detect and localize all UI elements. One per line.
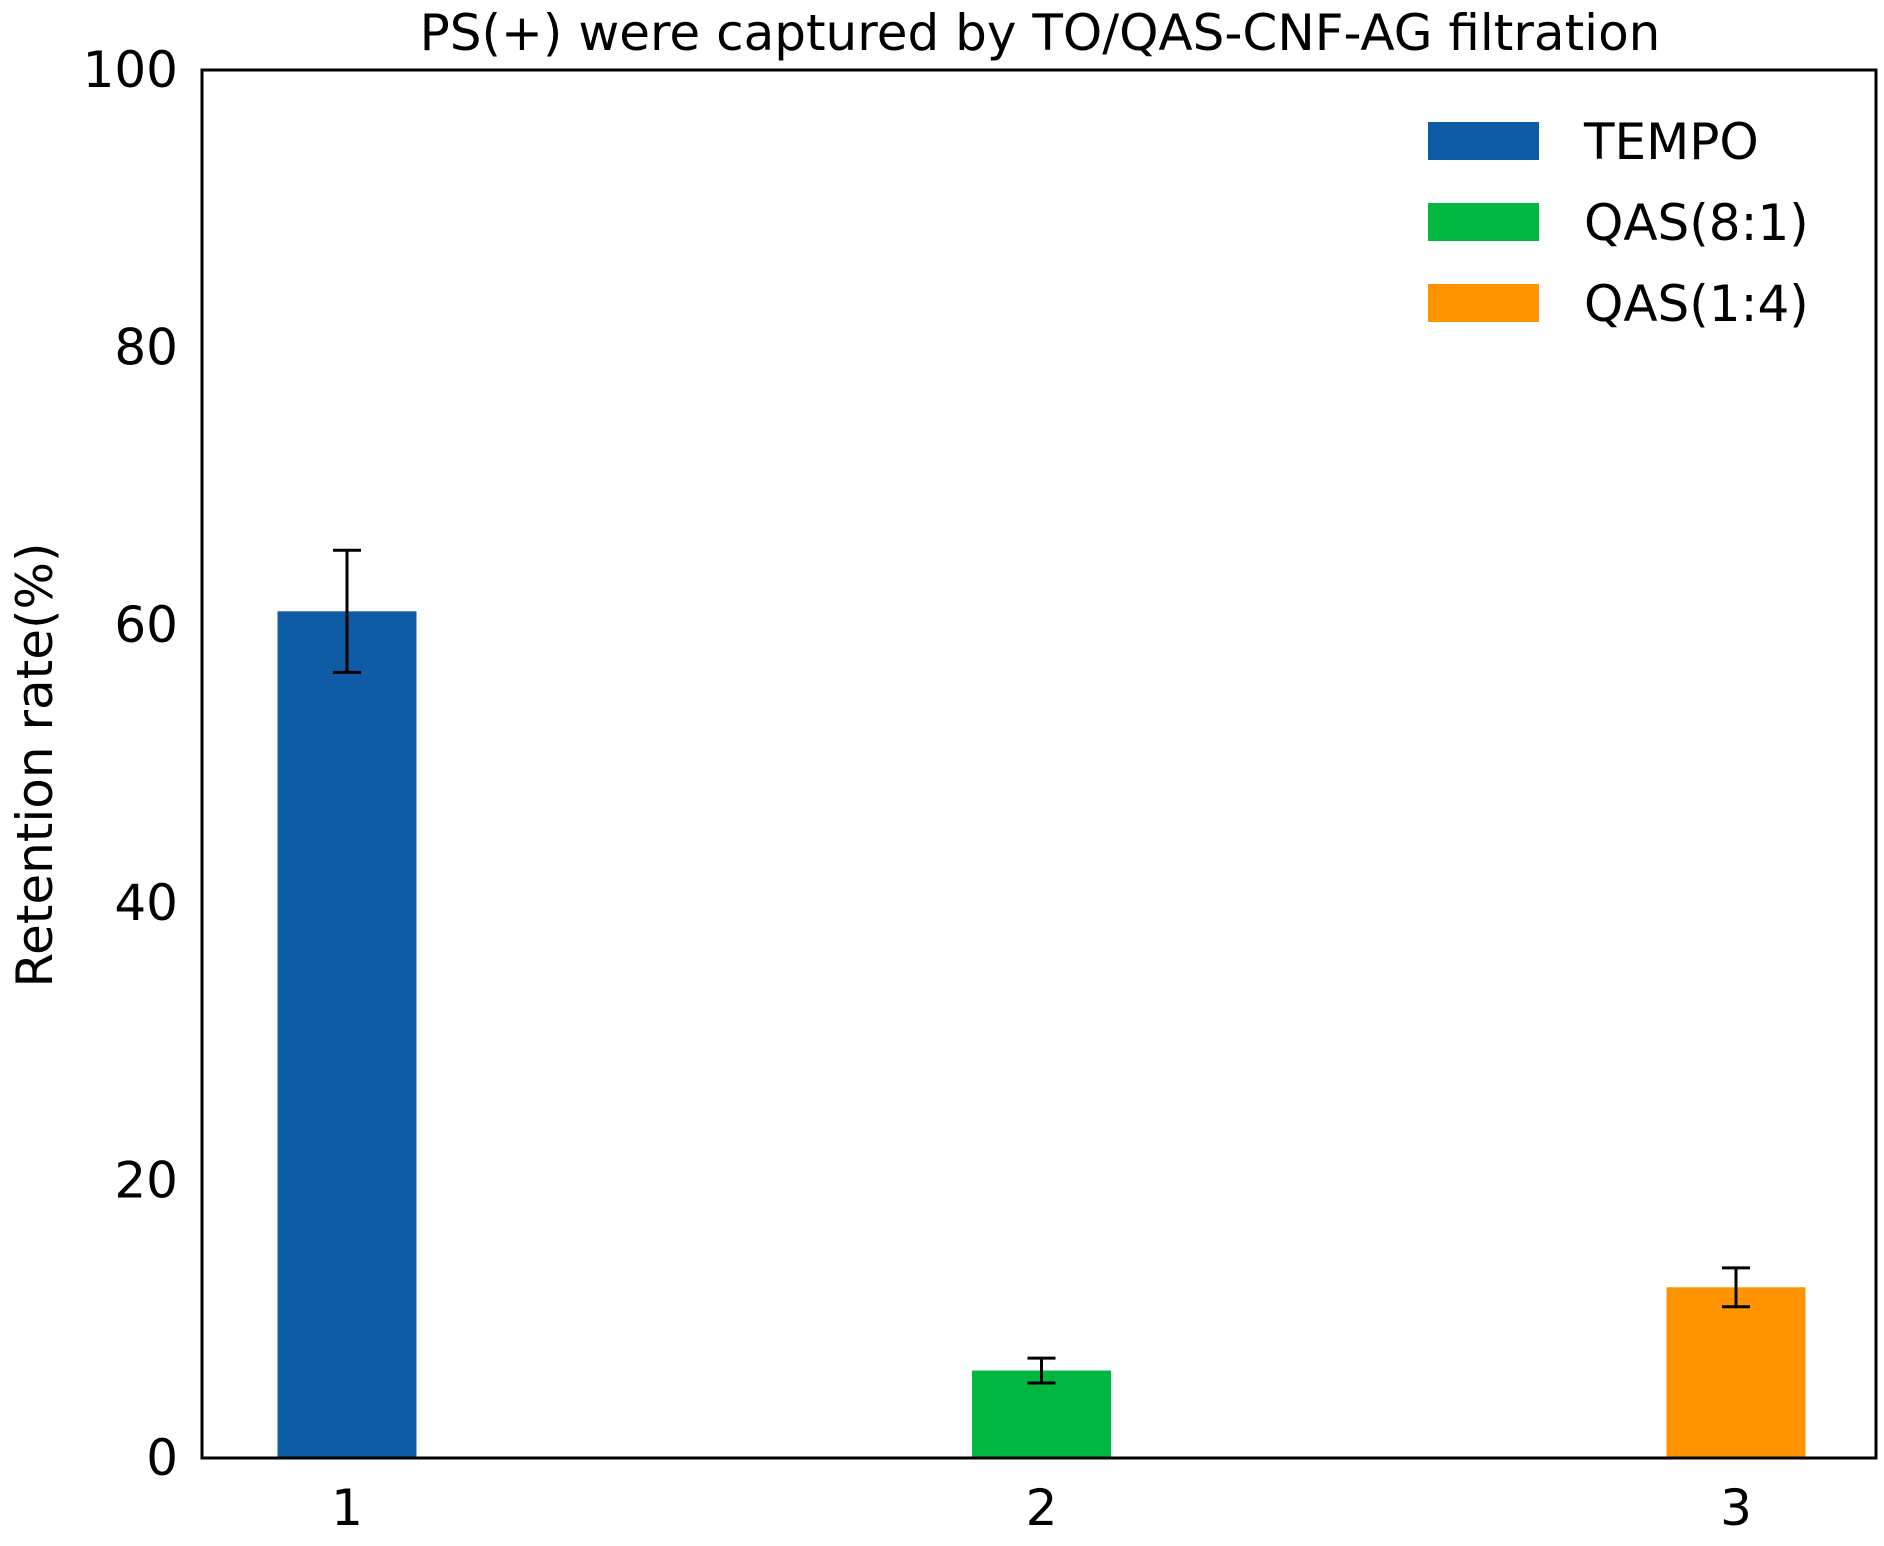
y-tick-label-1: 20 [114, 1151, 178, 1209]
legend-swatch-3 [1428, 284, 1539, 322]
error-bar-1 [333, 548, 361, 674]
y-tick-label-2: 40 [114, 874, 178, 932]
plot-frame [200, 68, 1878, 1460]
error-bar-3 [1722, 1266, 1750, 1309]
error-bar-2 [1027, 1356, 1056, 1385]
bar-1 [277, 611, 417, 1458]
legend-label-2: QAS(8:1) [1584, 194, 1809, 252]
legend: TEMPO QAS(8:1) QAS(1:4) [1428, 113, 1809, 333]
x-tick-label-1: 2 [1026, 1479, 1058, 1537]
y-tick-label-4: 80 [114, 319, 178, 377]
legend-swatch-2 [1428, 203, 1539, 241]
bar-3 [1666, 1287, 1806, 1458]
x-tick-label-2: 3 [1720, 1479, 1752, 1537]
y-tick-label-3: 60 [114, 596, 178, 654]
legend-swatch-1 [1428, 122, 1539, 160]
y-axis-label: Retention rate(%) [6, 542, 64, 987]
y-tick-label-5: 100 [83, 41, 178, 99]
x-tick-label-0: 1 [331, 1479, 363, 1537]
chart-title: PS(+) were captured by TO/QAS-CNF-AG fil… [420, 4, 1661, 62]
bar-2 [972, 1370, 1111, 1458]
y-tick-label-0: 0 [146, 1429, 178, 1487]
legend-label-1: TEMPO [1583, 113, 1759, 171]
legend-label-3: QAS(1:4) [1584, 275, 1809, 333]
plot-area: 0 20 40 60 80 100 1 2 3 TEMPO QAS(8:1) QAS(1:4) [83, 41, 1878, 1537]
